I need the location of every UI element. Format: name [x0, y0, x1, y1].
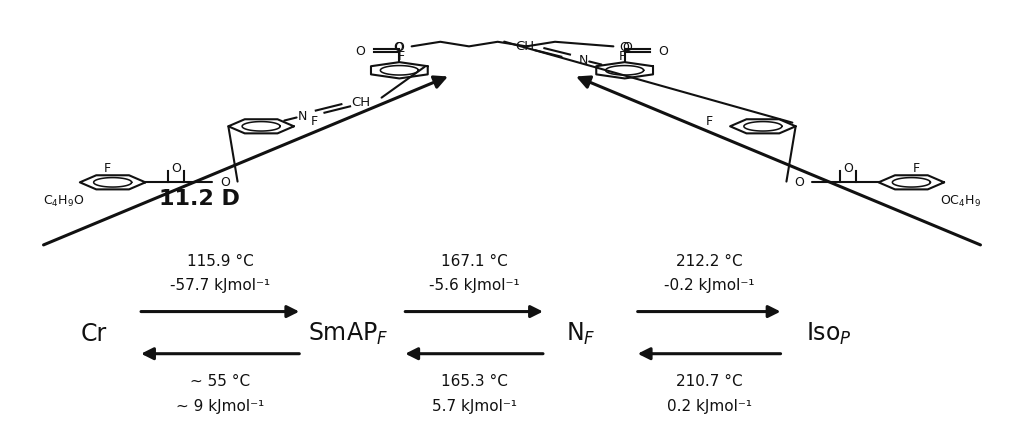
Text: SmAP$_{F}$: SmAP$_{F}$: [308, 320, 388, 346]
Text: O: O: [658, 45, 669, 57]
Text: F: F: [311, 115, 317, 128]
Text: O: O: [355, 45, 366, 57]
Text: -5.6 kJmol⁻¹: -5.6 kJmol⁻¹: [429, 277, 519, 292]
Text: F: F: [913, 162, 920, 175]
Text: 115.9 °C: 115.9 °C: [186, 254, 254, 269]
Text: F: F: [707, 115, 713, 128]
Text: 11.2 D: 11.2 D: [160, 188, 240, 208]
Text: F: F: [104, 162, 111, 175]
Text: -0.2 kJmol⁻¹: -0.2 kJmol⁻¹: [665, 277, 755, 292]
Text: C$_4$H$_9$O: C$_4$H$_9$O: [43, 193, 84, 208]
Text: ∼ 55 °C: ∼ 55 °C: [190, 373, 250, 388]
Text: O: O: [843, 161, 853, 174]
Text: Iso$_{P}$: Iso$_{P}$: [807, 320, 852, 346]
Text: F: F: [398, 49, 404, 62]
Text: N: N: [579, 54, 588, 67]
Text: Cr: Cr: [81, 321, 108, 345]
Text: O: O: [794, 176, 804, 189]
Text: F: F: [620, 49, 626, 62]
Text: O: O: [393, 41, 403, 54]
Text: N$_{F}$: N$_{F}$: [566, 320, 595, 346]
Text: 212.2 °C: 212.2 °C: [676, 254, 743, 269]
Text: 5.7 kJmol⁻¹: 5.7 kJmol⁻¹: [431, 398, 517, 413]
Text: OC$_4$H$_9$: OC$_4$H$_9$: [940, 193, 981, 208]
Text: 167.1 °C: 167.1 °C: [440, 254, 508, 269]
Text: O: O: [394, 41, 404, 54]
Text: 210.7 °C: 210.7 °C: [676, 373, 743, 388]
Text: O: O: [220, 176, 230, 189]
Text: O: O: [171, 161, 181, 174]
Text: 165.3 °C: 165.3 °C: [440, 373, 508, 388]
Text: O: O: [622, 41, 632, 54]
Text: CH: CH: [515, 40, 535, 53]
Text: O: O: [620, 41, 630, 54]
Text: -57.7 kJmol⁻¹: -57.7 kJmol⁻¹: [170, 277, 270, 292]
Text: 0.2 kJmol⁻¹: 0.2 kJmol⁻¹: [667, 398, 753, 413]
Text: ∼ 9 kJmol⁻¹: ∼ 9 kJmol⁻¹: [176, 398, 264, 413]
Text: N: N: [298, 110, 307, 123]
Text: CH: CH: [351, 96, 371, 109]
